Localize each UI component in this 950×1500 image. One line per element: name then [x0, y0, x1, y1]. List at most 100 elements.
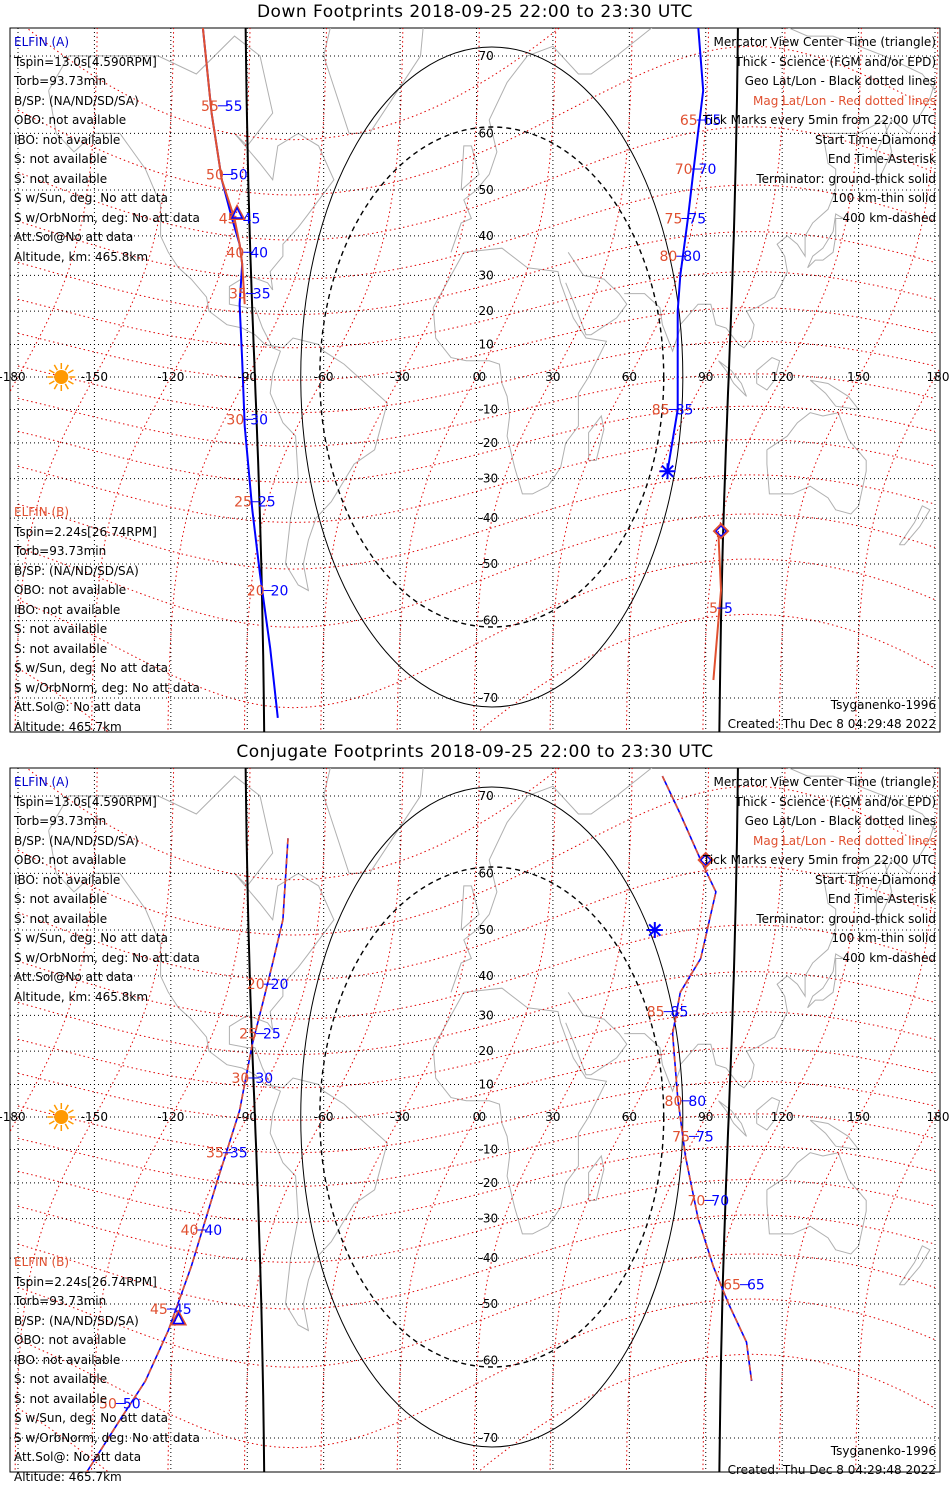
track-tick-label-a: 70 — [711, 1193, 729, 1209]
y-tick-label: 50 — [479, 923, 494, 937]
sun-ray — [48, 380, 55, 385]
x-tick-label: 180 — [927, 370, 950, 384]
elfin-b-info-line: Torb=93.73min — [14, 544, 107, 558]
y-tick-label: 20 — [479, 1044, 494, 1058]
track-tick-label-a: 80 — [683, 249, 701, 265]
x-tick-label: 0 — [473, 370, 481, 384]
elfin-b-info-line: OBO: not available — [14, 1333, 127, 1347]
legend-line: Terminator: ground-thick solid — [756, 171, 936, 186]
mag-longitude-line — [14, 768, 175, 1472]
elfin-a-info-line: Torb=93.73min — [14, 74, 107, 88]
coastline — [450, 768, 936, 993]
track-tick-label-a: 50 — [230, 167, 248, 183]
x-tick-label: 0 — [473, 1110, 481, 1124]
elfin-b-info-line: OBO: not available — [14, 583, 127, 597]
track-tick-label-a: 65 — [704, 113, 722, 129]
terminator-400km-circle — [319, 126, 665, 628]
y-tick-label: 30 — [479, 1008, 494, 1022]
coastlines — [48, 768, 936, 1332]
elfin-b-info-line: Altitude: 465.7km — [14, 1469, 122, 1484]
coastline — [460, 145, 480, 191]
track-tick-label-a: 65 — [747, 1278, 765, 1294]
track-tick-label-b: 30 — [232, 1071, 250, 1087]
track-tick-label-a: 75 — [688, 211, 706, 227]
coastline — [766, 412, 867, 515]
geo-grid — [10, 768, 940, 1472]
track-tick-label-b: 20 — [247, 977, 265, 993]
center-time-triangle — [172, 1311, 185, 1325]
elfin-a-info-line: IBO: not available — [14, 132, 121, 147]
end-time-asterisk — [661, 464, 674, 478]
elfin-a-info-line: Att.Sol@No att data — [14, 970, 134, 984]
coastline — [565, 992, 628, 1076]
elfin-b-info-line: S: not available — [14, 641, 108, 656]
model-label: Tsyganenko-1996 — [830, 1444, 936, 1458]
track-tick-label-b: 25 — [234, 495, 252, 511]
track-tick-label-b: 40 — [181, 1223, 199, 1239]
track-tick-label-a: 85 — [671, 1005, 689, 1021]
elfin-b-info: ELFIN (B) Tspin=2.24s[26.74RPM] Torb=93.73… — [14, 1253, 200, 1487]
mag-longitude-line — [320, 768, 480, 1472]
y-tick-label: -50 — [479, 1297, 499, 1311]
y-tick-label: -60 — [479, 1354, 499, 1368]
y-tick-label: -40 — [479, 1251, 499, 1265]
x-tick-label: -60 — [314, 370, 334, 384]
track-tick-label-b: 40 — [226, 245, 244, 261]
terminator-100km-circle — [300, 786, 684, 1448]
track-tick-label-a: 85 — [676, 402, 694, 418]
elfin-b-info-line: S: not available — [14, 622, 108, 636]
track-tick-label-b: 80 — [665, 1094, 683, 1110]
track-tick-label-b: 25 — [239, 1027, 257, 1043]
track-tick-label-a: 25 — [258, 495, 276, 511]
elfin-a-info-line: Att.Sol@No att data — [14, 230, 134, 244]
elfin-a-info-line: S w/OrbNorm, deg: No att data — [14, 210, 200, 225]
track-tick-label-b: 55 — [201, 99, 219, 115]
footprint-line — [85, 838, 289, 1472]
coastline — [807, 953, 846, 1009]
y-tick-label: -40 — [479, 511, 499, 525]
track-tick-label-b: 50 — [99, 1396, 117, 1412]
elfin-a-info-line: Altitude, km: 465.8km — [14, 249, 149, 264]
coastline — [588, 1154, 605, 1201]
terminator-line — [244, 768, 266, 1472]
elfin-a-info-line: ELFIN (A) — [14, 35, 70, 49]
track-tick-label-b: 45 — [150, 1302, 168, 1318]
x-tick-label: 30 — [545, 370, 560, 384]
mag-longitude-line — [625, 28, 786, 732]
x-tick-label: 60 — [622, 1110, 637, 1124]
legend-line: Start Time-Diamond — [814, 132, 936, 147]
y-tick-label: -10 — [479, 402, 499, 416]
legend-line: Mag Lat/Lon - Red dotted lines — [752, 833, 936, 848]
legend-info: Mercator View Center Time (triangle) Thic… — [703, 773, 936, 968]
y-tick-label: -20 — [479, 1176, 499, 1190]
track-tick-label-a: 40 — [250, 245, 268, 261]
elfin-b-info-line: Tspin=2.24s[26.74RPM] — [14, 524, 157, 539]
track-tick-label-b: 70 — [687, 1193, 705, 1209]
terminator — [244, 768, 739, 1472]
footprint-line — [666, 28, 705, 472]
elfin-a-info-line: S w/Sun, deg: No att data — [14, 191, 168, 205]
track-tick-label-a: 55 — [225, 99, 243, 115]
legend-line: Terminator: ground-thick solid — [756, 911, 936, 926]
coastline — [624, 82, 936, 353]
track-tick-label-b: 35 — [206, 1146, 224, 1162]
sun-ray — [67, 1109, 74, 1114]
coastline — [756, 1097, 781, 1131]
track-tick-label-b: 50 — [206, 167, 224, 183]
down-footprints-panel: Down Footprints 2018-09-25 22:00 to 23:3… — [0, 2, 950, 734]
track-tick-label-a: 35 — [253, 287, 271, 303]
coastline — [323, 768, 424, 874]
track-tick-label-b: 30 — [226, 412, 244, 428]
sun-ray — [53, 383, 58, 390]
elfin-b-info-line: Att.Sol@: No att data — [14, 1450, 142, 1464]
legend-line: Thick - Science (FGM and/or EPD) — [735, 54, 936, 69]
elfin-a-info: ELFIN (A) Tspin=13.0s[4.590RPM] Torb=93.73… — [14, 773, 200, 1007]
y-tick-label: 60 — [479, 126, 494, 140]
y-tick-label: 0 — [479, 1110, 487, 1124]
mag-longitude-line — [91, 768, 251, 1472]
track-tick-label-a: 50 — [123, 1396, 141, 1412]
legend-line: Tick Marks every 5min from 22:00 UTC — [702, 853, 936, 867]
coastlines — [48, 28, 936, 592]
elfin-a-info-line: Altitude, km: 465.8km — [14, 989, 149, 1004]
